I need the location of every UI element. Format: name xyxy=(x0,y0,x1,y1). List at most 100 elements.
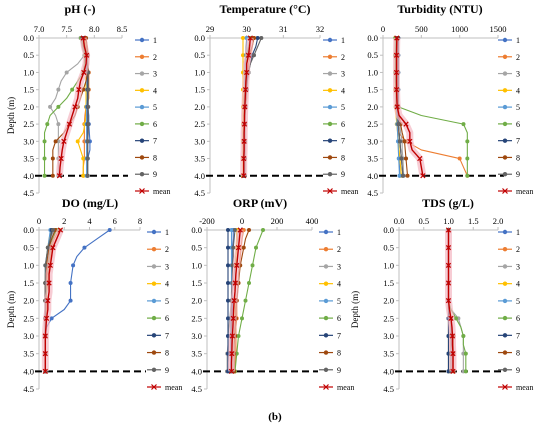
data-point-mean xyxy=(231,298,237,304)
legend-label: 1 xyxy=(516,228,520,237)
x-tick-label: 500 xyxy=(415,24,428,34)
legend-marker xyxy=(502,88,508,93)
y-tick-label: 2.0 xyxy=(194,102,205,112)
legend-label: mean xyxy=(341,187,358,196)
x-tick-label: 200 xyxy=(271,216,284,226)
y-tick-label: 3.0 xyxy=(194,136,205,146)
legend-marker xyxy=(502,155,508,160)
data-point xyxy=(68,298,73,303)
legend-label: 7 xyxy=(516,331,520,340)
legend-marker xyxy=(323,247,329,252)
data-point-mean xyxy=(58,155,64,162)
data-point xyxy=(45,122,50,127)
legend-marker xyxy=(139,71,145,76)
legend-label: 5 xyxy=(341,103,345,112)
legend-marker xyxy=(327,138,333,143)
data-point-mean xyxy=(394,35,400,41)
data-point xyxy=(241,53,245,58)
legend-label: 9 xyxy=(516,170,520,179)
panel-3: Turbidity (NTU) 0 500 1000 1500 0.0 0.5 1.0 1.5 2… xyxy=(367,2,533,198)
data-point xyxy=(56,104,61,109)
y-axis-label: Depth (m) xyxy=(6,97,16,134)
y-tick-label: 1.5 xyxy=(367,85,378,95)
legend-label: 1 xyxy=(165,228,169,237)
y-tick-label: 4.0 xyxy=(191,366,202,376)
y-tick-label: 0.0 xyxy=(191,225,202,235)
x-tick-label: 7.0 xyxy=(34,24,45,34)
y-tick-label: 2.0 xyxy=(23,296,34,306)
legend-marker xyxy=(323,350,329,355)
y-tick-label: 3.5 xyxy=(194,154,205,164)
y-tick-label: 4.5 xyxy=(194,188,205,198)
x-tick-label: 4 xyxy=(87,216,92,226)
data-point-mean xyxy=(42,368,48,374)
legend-marker xyxy=(327,155,333,160)
data-point xyxy=(261,228,265,232)
data-point-mean xyxy=(61,138,67,144)
legend-label: 9 xyxy=(341,170,345,179)
data-point xyxy=(405,173,410,178)
y-tick-label: 4.5 xyxy=(191,384,202,394)
legend-label: 6 xyxy=(516,120,520,129)
data-point-mean xyxy=(56,173,63,179)
data-point-mean xyxy=(445,227,452,233)
legend-label: 3 xyxy=(165,262,169,271)
data-point xyxy=(85,156,90,161)
y-tick-label: 1.5 xyxy=(23,278,34,288)
legend-marker xyxy=(151,367,157,372)
x-tick-label: 0.5 xyxy=(418,216,429,226)
data-point xyxy=(236,334,241,338)
legend-label: 3 xyxy=(341,70,345,79)
x-tick-label: 1.5 xyxy=(468,216,479,226)
x-tick-label: 0.0 xyxy=(394,216,405,226)
legend-label: 2 xyxy=(341,53,345,62)
data-point xyxy=(42,173,47,178)
legend-label: 2 xyxy=(516,245,520,254)
x-tick-label: 7.5 xyxy=(61,24,72,34)
legend-label: 6 xyxy=(337,314,341,323)
legend-label: mean xyxy=(153,187,170,196)
y-tick-label: 3.0 xyxy=(23,136,34,146)
legend-label: 3 xyxy=(153,70,157,79)
legend-marker xyxy=(327,188,333,194)
data-point xyxy=(81,173,86,178)
data-point xyxy=(49,316,54,321)
y-tick-label: 4.5 xyxy=(23,384,34,394)
data-point-mean xyxy=(72,104,78,110)
data-point-mean xyxy=(47,262,53,268)
data-point xyxy=(226,298,230,303)
legend-label: 8 xyxy=(341,153,345,162)
data-point xyxy=(85,173,90,178)
data-point xyxy=(226,263,230,268)
y-tick-label: 2.0 xyxy=(383,296,394,306)
data-point-mean xyxy=(394,104,400,110)
y-tick-label: 2.5 xyxy=(23,313,34,323)
legend-marker xyxy=(502,350,508,355)
legend-label: 6 xyxy=(341,120,345,129)
data-point xyxy=(53,139,58,144)
data-point xyxy=(81,156,86,161)
data-point xyxy=(42,156,47,161)
data-point-mean xyxy=(241,121,248,127)
y-tick-label: 3.0 xyxy=(191,331,202,341)
x-tick-label: 1.0 xyxy=(443,216,454,226)
legend-label: 7 xyxy=(165,331,169,340)
data-point-mean xyxy=(81,69,87,76)
legend-label: 7 xyxy=(153,137,157,146)
x-tick-label: 2.0 xyxy=(493,216,504,226)
legend-marker xyxy=(151,333,157,338)
data-point-mean xyxy=(445,262,452,268)
y-tick-label: 0.0 xyxy=(23,225,34,235)
legend-marker xyxy=(502,315,508,321)
legend-marker xyxy=(327,54,333,59)
data-point-mean xyxy=(229,333,235,339)
y-tick-label: 3.0 xyxy=(383,331,394,341)
legend-label: 4 xyxy=(165,280,169,289)
data-point xyxy=(247,228,251,232)
data-point-mean xyxy=(229,351,235,357)
legend-label: 2 xyxy=(153,53,157,62)
y-tick-label: 2.5 xyxy=(383,313,394,323)
legend-label: 6 xyxy=(516,314,520,323)
legend-label: 5 xyxy=(337,297,341,306)
